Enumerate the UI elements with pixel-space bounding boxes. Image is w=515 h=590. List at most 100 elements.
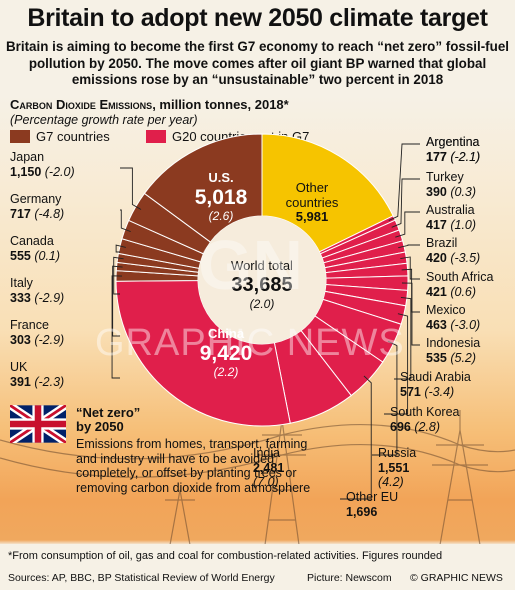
label-germany: Germany 717 (-4.8) <box>10 192 64 221</box>
other-countries-name: Other countries <box>285 180 339 210</box>
other-countries-label: Other countries 5,981 <box>276 180 348 225</box>
us-label: U.S. 5,018 (2.6) <box>186 170 256 223</box>
section-title-units: , million tonnes, 2018* <box>152 97 289 112</box>
label-uk: UK 391 (-2.3) <box>10 360 64 389</box>
label-mexico: Mexico 463 (-3.0) <box>426 303 480 332</box>
name-south-korea: South Korea <box>390 405 460 419</box>
label-japan: Japan 1,150 (-2.0) <box>10 150 75 179</box>
growth-argentina: (-2.1) <box>450 149 481 164</box>
label-turkey: Turkey 390 (0.3) <box>426 170 476 199</box>
net-zero-body: Emissions from homes, transport, farming… <box>76 437 311 495</box>
growth-indonesia: (5.2) <box>446 350 477 365</box>
watermark-logo: GN <box>198 226 303 304</box>
name-brazil: Brazil <box>426 236 458 250</box>
value-uk: 391 <box>10 374 31 389</box>
china-value: 9,420 <box>199 341 253 365</box>
growth-australia: (1.0) <box>446 217 477 232</box>
leader-saudi-arabia <box>394 296 412 380</box>
name-argentina: Argentina <box>426 135 480 149</box>
donut-hole <box>198 216 326 344</box>
label-other-eu: Other EU 1,696 <box>346 490 398 519</box>
name-mexico: Mexico <box>426 303 466 317</box>
label-saudi-arabia: Saudi Arabia 571 (-3.4) <box>400 370 471 399</box>
leader-indonesia <box>401 282 420 346</box>
leader-brazil <box>398 244 420 249</box>
name-russia: Russia <box>378 446 417 460</box>
leader-australia <box>395 211 420 238</box>
value-brazil: 420 <box>426 250 447 265</box>
world-total-value: 33,685 <box>231 273 293 296</box>
leader-turkey <box>391 178 420 228</box>
section-title-main: Carbon Dioxide Emissions <box>10 97 153 112</box>
value-germany: 717 <box>10 206 31 221</box>
value-india: 2,481 <box>253 460 285 475</box>
label-canada: Canada 555 (0.1) <box>10 234 60 263</box>
growth-mexico: (-3.0) <box>446 317 481 332</box>
value-argentina: 177 <box>426 149 447 164</box>
leader-other-eu <box>340 375 372 500</box>
label-argentina: Argentina 177 (-2.1) <box>426 135 480 164</box>
section-title: Carbon Dioxide Emissions, million tonnes… <box>10 97 289 112</box>
watermark: GRAPHIC NEWS <box>95 322 405 364</box>
value-indonesia: 535 <box>426 350 447 365</box>
leader-france <box>112 265 123 337</box>
picture-credit: Picture: Newscom <box>307 572 392 584</box>
value-turkey: 390 <box>426 184 447 199</box>
us-name: U.S. <box>208 170 234 185</box>
value-saudi-arabia: 571 <box>400 384 421 399</box>
page-title: Britain to adopt new 2050 climate target <box>27 4 488 32</box>
china-label: China 9,420 (2.2) <box>196 326 256 379</box>
growth-south-africa: (0.6) <box>446 284 477 299</box>
value-south-korea: 696 <box>390 419 411 434</box>
growth-argentina: (-2.1) <box>446 149 481 164</box>
growth-canada: (0.1) <box>34 248 61 263</box>
growth-saudi-arabia: (-3.4) <box>420 384 455 399</box>
name-turkey: Turkey <box>426 170 464 184</box>
label-south-korea: South Korea 696 (2.8) <box>390 405 460 434</box>
world-total-label: World total 33,685 (2.0) <box>216 258 308 311</box>
value-other-eu: 1,696 <box>346 504 378 519</box>
footer <box>0 544 515 590</box>
pylon-background <box>0 400 515 545</box>
label-france: France 303 (-2.9) <box>10 318 64 347</box>
leader-japan <box>120 167 142 210</box>
copyright: © GRAPHIC NEWS <box>410 572 503 584</box>
label-australia: Australia 417 (1.0) <box>426 203 476 232</box>
value-russia: 1,551 <box>378 460 410 475</box>
leader-uk <box>111 275 123 379</box>
growth-germany: (-4.8) <box>34 206 65 221</box>
uk-flag-icon <box>10 405 66 443</box>
name-argentina: Argentina <box>426 135 480 149</box>
label-brazil: Brazil 420 (-3.5) <box>426 236 480 265</box>
growth-south-korea: (2.8) <box>410 419 441 434</box>
label-italy: Italy 333 (-2.9) <box>10 276 64 305</box>
growth-russia-line: (4.2) <box>378 475 404 489</box>
value-australia: 417 <box>426 217 447 232</box>
world-total-growth: (2.0) <box>249 296 275 311</box>
growth-uk: (-2.3) <box>34 374 65 389</box>
china-name: China <box>207 326 245 341</box>
leader-south-africa <box>400 256 420 280</box>
section-note: (Percentage growth rate per year) <box>10 113 198 127</box>
name-canada: Canada <box>10 234 54 248</box>
label-argentina: Argentina 177 (-2.1) <box>426 135 480 164</box>
leader-russia <box>372 340 398 456</box>
value-france: 303 <box>10 332 31 347</box>
china-growth: (2.2) <box>213 364 239 379</box>
leader-canada <box>115 244 126 253</box>
name-germany: Germany <box>10 192 62 206</box>
legend-label-g7: G7 countries <box>36 129 110 144</box>
name-japan: Japan <box>10 150 45 164</box>
growth-france: (-2.9) <box>34 332 65 347</box>
label-russia: Russia 1,551 (4.2) <box>378 446 416 490</box>
value-japan: 1,150 <box>10 164 42 179</box>
sources: Sources: AP, BBC, BP Statistical Review … <box>8 572 275 584</box>
us-growth: (2.6) <box>208 208 234 223</box>
growth-india-line: (7.0) <box>253 475 279 489</box>
name-south-africa: South Africa <box>426 270 494 284</box>
name-australia: Australia <box>426 203 475 217</box>
leader-south-korea <box>384 313 409 415</box>
name-saudi-arabia: Saudi Arabia <box>400 370 471 384</box>
value-south-africa: 421 <box>426 284 447 299</box>
